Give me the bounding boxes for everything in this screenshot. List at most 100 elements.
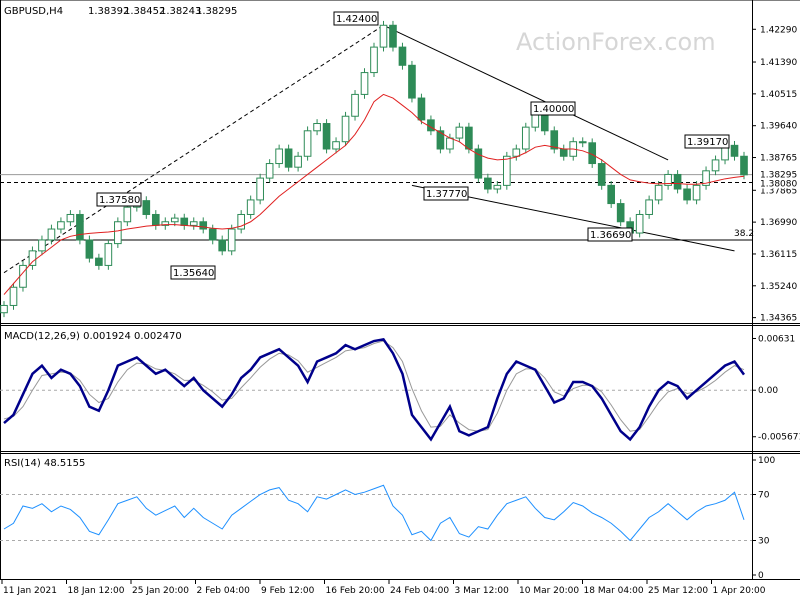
candle-body [740,155,748,176]
macd-signal-line [3,340,745,432]
panel-frames [0,0,800,580]
level-price-label: 1.38080 [760,179,797,189]
candle-body [151,213,160,226]
candle-body [28,250,37,266]
current-price-tag [753,168,800,180]
candle-body [47,228,56,241]
candle-body [95,257,103,266]
macd-main-line [3,338,746,442]
time-tick-label: 25 Jan 20:00 [132,586,189,596]
candle-body [284,148,293,168]
price-tick-label: 1.36990 [760,218,797,228]
candle-body [389,24,397,48]
candle-body [256,177,264,201]
price-tick-label: 1.35240 [760,282,797,292]
symbol-label: GBPUSD,H4 [4,6,63,17]
candle-body [711,159,720,172]
price-tick-label: 1.34365 [760,314,797,324]
upper-channel-line [383,24,669,161]
price-tick-label: 1.40515 [760,90,797,100]
macd-panel: MACD(12,26,9) 0.001924 0.002470 0.00631 0.… [0,331,800,443]
candle-body [114,221,122,245]
candle-body [57,221,65,230]
candle-body [702,170,710,186]
price-tick-label: 1.37865 [760,186,797,196]
price-tick-label: 1.36115 [760,250,797,260]
time-tick-label: 1 Apr 20:00 [713,586,766,596]
fib-level-label: 38.2 [734,229,754,239]
time-tick-label: 11 Jan 2021 [3,586,57,596]
candle-body [645,199,653,215]
time-tick-label: 18 Mar 04:00 [584,586,644,596]
price-annotation-label: 1.42400 [336,14,377,25]
macd-tick-label: 0.00631 [758,334,795,344]
price-tick-label: 1.38765 [760,154,797,164]
ohlc-close: 1.38295 [196,6,237,17]
candle-body [275,148,283,165]
rsi-tick-label: 0 [758,571,764,581]
ohlc-open: 1.38392 [88,6,129,17]
price-tick-label: 1.42290 [760,25,797,35]
price-tick-label: 1.39640 [760,122,797,132]
candle-body [398,46,407,66]
price-annotation-label: 1.35640 [173,268,214,279]
candle-body [189,221,198,226]
price-annotation-box [170,265,216,280]
ohlc-low: 1.38243 [160,6,201,17]
candle-body [161,221,170,226]
candle-body [294,155,302,168]
current-price-label: 1.38295 [760,171,797,181]
candle-body [664,173,672,186]
price-annotation-label: 1.37770 [426,189,467,200]
price-annotation-box [587,227,633,242]
price-annotation-label: 1.37580 [99,195,140,206]
candle-body [370,46,378,74]
candle-body [76,213,84,241]
rsi-title: RSI(14) 48.5155 [4,458,85,469]
price-annotation-box [96,192,142,207]
rsi-panel: RSI(14) 48.5155 100 70 30 0 [0,456,775,581]
candle-body [550,130,559,150]
candle-body [493,184,502,190]
candle-body [123,206,132,223]
candle-body [683,188,691,201]
price-annotation-label: 1.40000 [533,104,574,115]
time-axis: 11 Jan 2021 18 Jan 12:00 25 Jan 20:00 2 Feb… [1,580,766,596]
macd-tick-label: -0.005671 [758,433,800,443]
watermark-text: ActionForex.com [516,28,716,56]
price-annotation-label: 1.36690 [590,230,631,241]
candle-body [436,130,445,150]
candle-body [38,239,46,252]
rsi-line [3,484,745,542]
rsi-tick-label: 30 [758,537,770,547]
candle-body [607,184,615,205]
time-tick-label: 2 Feb 04:00 [197,586,251,596]
candle-body [654,184,663,201]
candle-body [446,137,454,150]
rsi-tick-label: 100 [758,456,775,466]
candle-body [66,213,75,223]
time-tick-label: 9 Feb 12:00 [261,586,315,596]
candle-body [455,126,464,139]
price-annotation-box [684,134,730,149]
candle-body [246,199,255,215]
candle-body [730,144,739,157]
price-panel: 38.2 1.42400 1.40000 1.39170 1.37580 1.37770 1… [0,11,800,324]
moving-average-line [3,93,745,295]
rsi-tick-label: 70 [758,491,770,501]
candle-body [408,64,416,99]
candle-body [180,217,189,226]
candle-body [673,173,682,190]
candle-body [616,203,625,223]
candle-body [503,155,511,186]
time-tick-label: 16 Feb 20:00 [326,586,385,596]
candle-body [237,213,246,230]
candle-body [199,221,208,230]
time-tick-label: 25 Mar 12:00 [648,586,708,596]
candle-body [351,93,359,117]
candle-body [635,213,644,234]
candle-body [692,184,701,201]
candle-body [85,239,94,259]
candle-body [19,264,27,288]
